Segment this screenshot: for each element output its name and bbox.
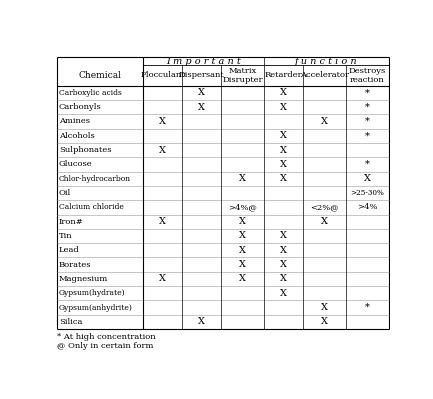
Text: *: * [365,131,370,140]
Text: Carboxylic acids: Carboxylic acids [59,89,122,97]
Text: X: X [280,160,287,169]
Text: X: X [280,174,287,183]
Text: Alcohols: Alcohols [59,132,94,140]
Text: *: * [365,88,370,97]
Text: Sulphonates: Sulphonates [59,146,111,154]
Text: X: X [239,275,246,283]
Text: Flocculant: Flocculant [140,71,185,79]
Text: <2%@: <2%@ [310,203,339,211]
Text: Chlor-hydrocarbon: Chlor-hydrocarbon [59,175,131,183]
Text: >25-30%: >25-30% [350,189,384,197]
Text: Glucose: Glucose [59,160,93,168]
Text: Iron#: Iron# [59,218,84,226]
Text: Destroys
reaction: Destroys reaction [349,67,386,84]
Text: Lead: Lead [59,246,80,254]
Text: Amines: Amines [59,117,90,126]
Text: X: X [239,174,246,183]
Text: X: X [321,303,328,312]
Text: X: X [321,317,328,326]
Text: X: X [239,231,246,241]
Text: I m p o r t a n t: I m p o r t a n t [166,57,241,65]
Text: X: X [239,260,246,269]
Text: * At high concentration: * At high concentration [58,333,156,341]
Text: X: X [280,275,287,283]
Text: X: X [198,88,205,97]
Text: Accelerator: Accelerator [300,71,349,79]
Text: X: X [159,117,166,126]
Text: *: * [365,117,370,126]
Text: X: X [198,103,205,112]
Text: Gypsum(anhydrite): Gypsum(anhydrite) [59,304,132,312]
Text: *: * [365,103,370,112]
Text: Oil: Oil [59,189,71,197]
Text: X: X [280,246,287,255]
Text: X: X [280,131,287,140]
Text: X: X [321,117,328,126]
Text: X: X [159,146,166,155]
Text: X: X [280,146,287,155]
Text: >4%: >4% [357,203,378,211]
Text: Gypsum(hydrate): Gypsum(hydrate) [59,289,126,297]
Text: Magnesium: Magnesium [59,275,108,283]
Text: X: X [280,231,287,241]
Text: X: X [321,217,328,226]
Text: Dispersant: Dispersant [178,71,224,79]
Text: X: X [280,260,287,269]
Text: X: X [159,275,166,283]
Text: X: X [239,246,246,255]
Text: Matrix
Disrupter: Matrix Disrupter [222,67,263,84]
Text: X: X [280,88,287,97]
Text: Chemical: Chemical [79,71,122,80]
Text: X: X [280,103,287,112]
Text: X: X [159,217,166,226]
Text: *: * [365,160,370,169]
Text: *: * [365,303,370,312]
Text: Calcium chloride: Calcium chloride [59,203,124,211]
Text: Tin: Tin [59,232,72,240]
Text: Carbonyls: Carbonyls [59,103,102,111]
Text: X: X [280,289,287,298]
Text: >4%@: >4%@ [228,203,257,211]
Text: Borates: Borates [59,261,91,269]
Text: Silica: Silica [59,318,82,326]
Text: X: X [198,317,205,326]
Text: @ Only in certain form: @ Only in certain form [58,342,154,350]
Text: X: X [364,174,371,183]
Text: X: X [239,217,246,226]
Text: f u n c t i o n: f u n c t i o n [295,57,358,65]
Text: Retarder: Retarder [265,71,302,79]
